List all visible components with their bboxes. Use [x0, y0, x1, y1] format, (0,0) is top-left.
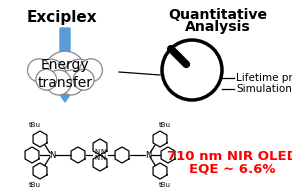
Text: tBu: tBu: [159, 122, 171, 128]
Circle shape: [79, 59, 102, 82]
Text: N: N: [49, 150, 55, 160]
Circle shape: [59, 70, 84, 95]
FancyArrow shape: [54, 28, 76, 102]
Text: N: N: [100, 149, 106, 155]
Text: Simulation: Simulation: [236, 84, 292, 94]
Circle shape: [35, 59, 66, 90]
Text: tBu: tBu: [29, 182, 41, 188]
Text: tBu: tBu: [159, 182, 171, 188]
Text: EQE ~ 6.6%: EQE ~ 6.6%: [189, 163, 275, 176]
Text: N: N: [145, 150, 151, 160]
Text: Energy
transfer: Energy transfer: [37, 58, 93, 90]
Circle shape: [27, 59, 51, 82]
Circle shape: [162, 40, 222, 100]
Circle shape: [36, 69, 57, 90]
Circle shape: [44, 51, 86, 93]
Circle shape: [64, 59, 95, 90]
Text: 710 nm NIR OLED: 710 nm NIR OLED: [167, 150, 292, 163]
Text: N: N: [100, 155, 106, 161]
Text: N: N: [94, 149, 100, 155]
Text: N: N: [94, 155, 100, 161]
Circle shape: [73, 69, 94, 90]
Circle shape: [46, 70, 71, 95]
Text: tBu: tBu: [29, 122, 41, 128]
Text: Exciplex: Exciplex: [27, 10, 97, 25]
Text: Analysis: Analysis: [185, 20, 251, 34]
Text: Lifetime probe: Lifetime probe: [236, 73, 292, 83]
Text: Quantitative: Quantitative: [168, 8, 267, 22]
